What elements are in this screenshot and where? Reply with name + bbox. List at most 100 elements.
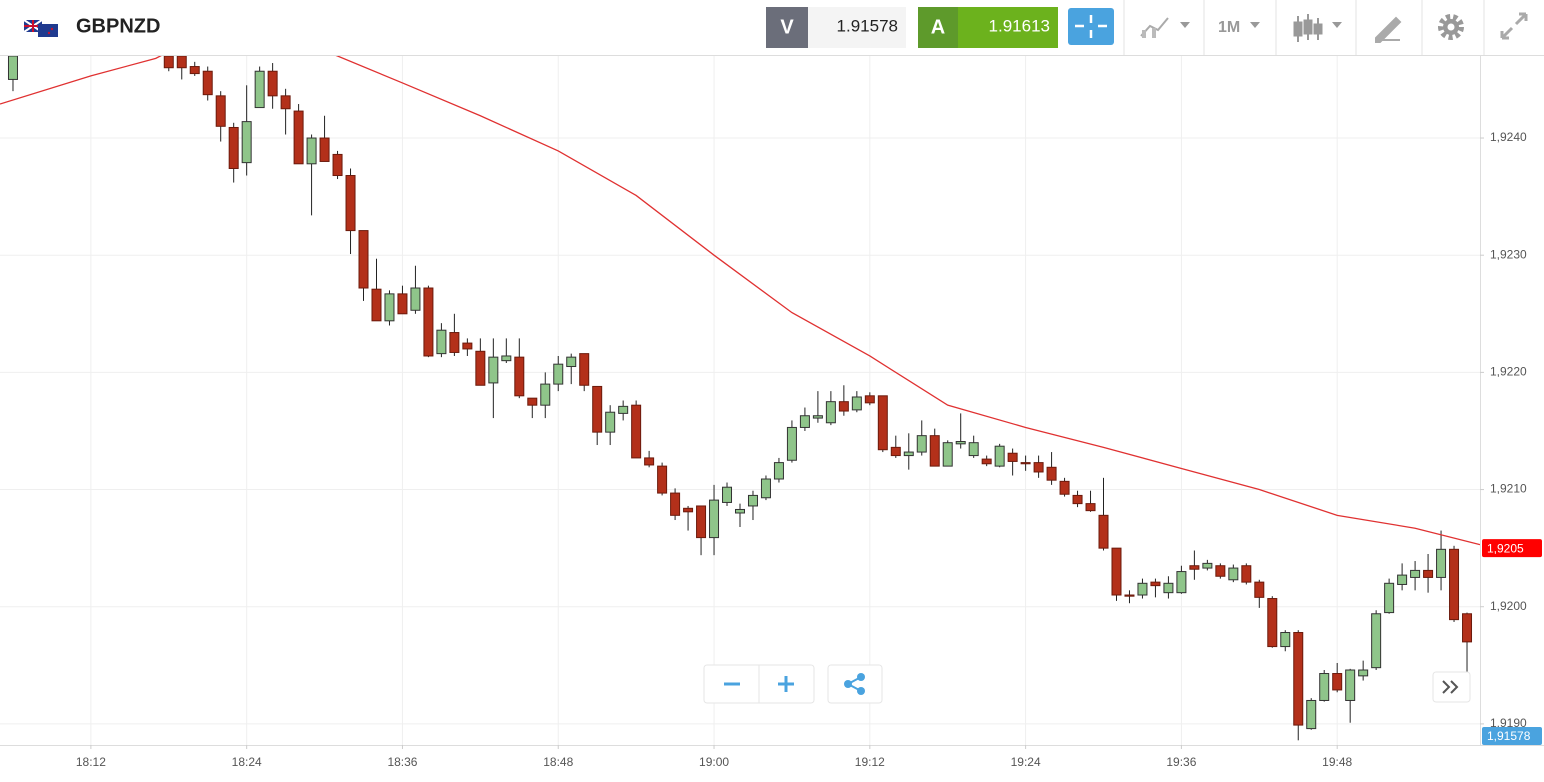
candle-body [1202, 562, 1213, 569]
candle-body [631, 404, 642, 459]
candle-body [1046, 466, 1057, 481]
chart-type-button[interactable] [1140, 17, 1190, 38]
share-icon[interactable] [844, 673, 865, 695]
candle-body [994, 445, 1005, 467]
candle-body [773, 462, 784, 480]
grid [0, 56, 1480, 745]
candle-body [1007, 452, 1018, 462]
moving-average [0, 56, 1480, 546]
candle-body [1267, 598, 1278, 648]
candle-body [864, 395, 875, 404]
candle-body [163, 56, 174, 69]
price-marker-label: 1,9205 [1487, 541, 1524, 555]
bid-box[interactable] [808, 7, 906, 48]
candle-type-button[interactable] [1293, 14, 1342, 42]
crosshair-icon [1075, 15, 1107, 38]
candle-body [423, 287, 434, 357]
share-box[interactable] [827, 664, 883, 704]
y-tick-label: 1,9210 [1490, 482, 1527, 496]
x-tick-label: 18:36 [387, 755, 417, 769]
candle-body [345, 175, 356, 232]
timeframe[interactable]: 1M [1218, 19, 1240, 36]
y-tick-label: 1,9190 [1490, 716, 1527, 730]
candle-body [1163, 582, 1174, 594]
candle-body [1137, 582, 1148, 596]
y-tick-label: 1,9240 [1490, 130, 1527, 144]
candle-body [410, 287, 421, 311]
candle-body [566, 356, 577, 368]
candle-body [1293, 632, 1304, 726]
candle-body [1449, 548, 1460, 621]
crosshair-button[interactable] [1068, 8, 1114, 45]
x-tick-label: 18:12 [76, 755, 106, 769]
candle-body [1098, 514, 1109, 549]
candle-body [799, 415, 810, 428]
candle-body [1124, 594, 1135, 597]
candle-body [267, 70, 278, 97]
y-tick-label: 1,9230 [1490, 247, 1527, 261]
candle-body [462, 342, 473, 350]
timeframe-caret[interactable] [1250, 22, 1260, 28]
candle-body [1410, 569, 1421, 578]
symbol: GBPNZD [76, 15, 160, 37]
toolbar-dividers [1123, 0, 1485, 55]
candle-body [825, 401, 836, 424]
candle-body [747, 494, 758, 507]
candle-body [1059, 480, 1070, 495]
candle-body [358, 230, 369, 289]
candle-body [1371, 613, 1382, 669]
x-tick-label: 19:24 [1011, 755, 1041, 769]
candle-body [812, 415, 823, 419]
candle-body [189, 66, 200, 75]
candle-body [332, 153, 343, 177]
ask-box[interactable] [958, 7, 1058, 48]
x-tick-label: 19:36 [1166, 755, 1196, 769]
zoom-in[interactable] [778, 676, 794, 692]
candle-body [760, 478, 771, 499]
candle-body [838, 401, 849, 412]
candle-body [293, 110, 304, 165]
candle-body [1254, 581, 1265, 598]
zoom-controls [703, 664, 883, 704]
candle-body [618, 405, 629, 414]
candle-body [488, 356, 499, 384]
candle-body [397, 293, 408, 315]
x-tick-label: 19:00 [699, 755, 729, 769]
candle-body [942, 442, 953, 467]
candle-body [1215, 565, 1226, 577]
candle-body [475, 350, 486, 386]
candle-body [553, 363, 564, 385]
ask-price[interactable]: 1.91613 [989, 16, 1050, 35]
candle-body [683, 507, 694, 513]
ask-label-box[interactable] [918, 7, 958, 48]
candle-body [709, 499, 720, 539]
candle-body [955, 441, 966, 445]
candle-body [306, 137, 317, 165]
settings-button[interactable] [1438, 14, 1464, 40]
draw-button[interactable] [1375, 16, 1402, 43]
scroll-latest[interactable] [1432, 671, 1471, 703]
scroll-latest-icon [1442, 680, 1459, 694]
candle-body [371, 288, 382, 322]
candle-body [1462, 613, 1473, 643]
candle-body [579, 353, 590, 386]
candle-body [851, 396, 862, 411]
candle-body [436, 329, 447, 355]
candle-body [605, 411, 616, 433]
bid-label-box[interactable] [766, 7, 808, 48]
ask-label[interactable]: A [931, 16, 945, 38]
candle-body [1072, 494, 1083, 505]
candle-body [890, 446, 901, 457]
candle-body [903, 451, 914, 457]
candle-body [1020, 462, 1031, 465]
candle-body [929, 435, 940, 467]
fullscreen-button[interactable] [1500, 12, 1528, 40]
candle-body [1111, 547, 1122, 596]
bid-price[interactable]: 1.91578 [837, 16, 898, 35]
candle-body [1176, 571, 1187, 594]
candle-body [501, 355, 512, 362]
candle-body [1332, 673, 1343, 691]
bid-label[interactable]: V [780, 16, 794, 38]
